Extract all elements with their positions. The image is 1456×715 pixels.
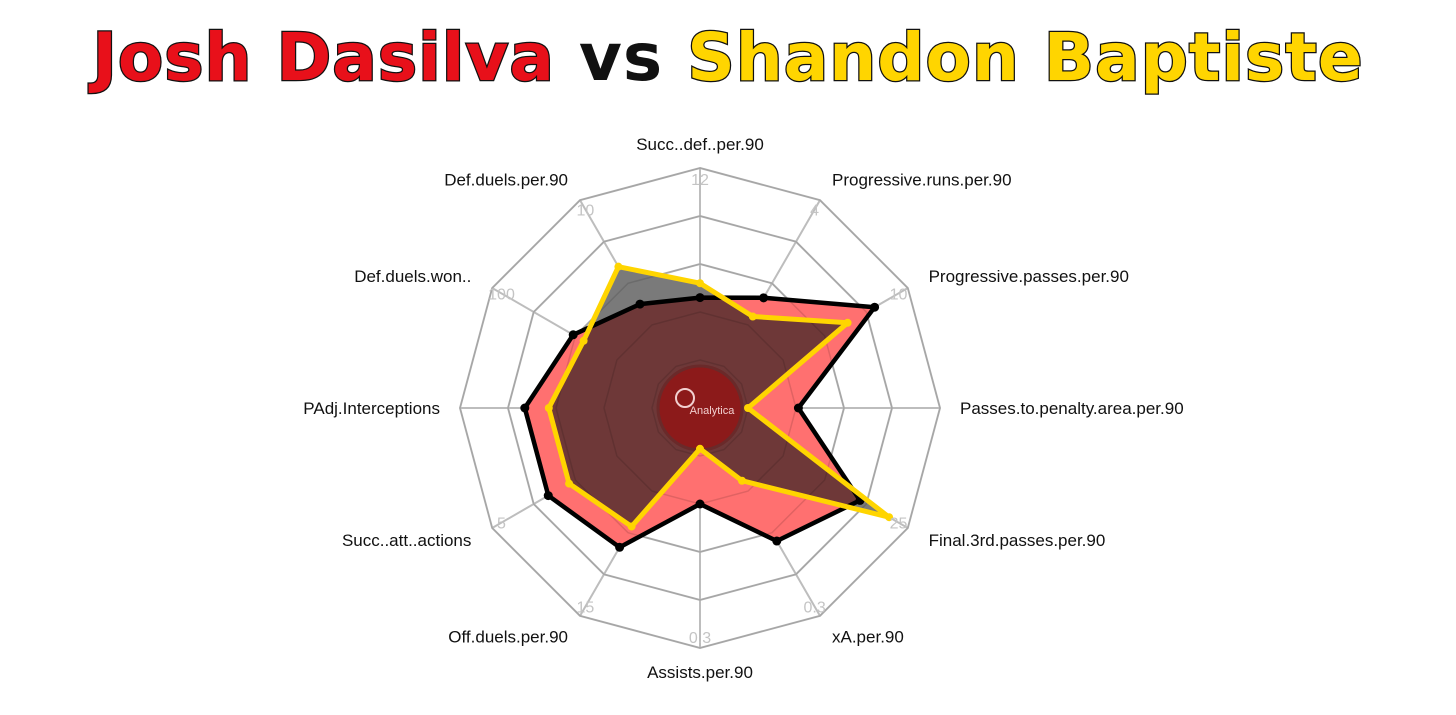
axis-label: Progressive.runs.per.90 (832, 170, 1012, 189)
data-point-dasilva (520, 403, 530, 413)
tick-label: 10 (890, 286, 908, 303)
analytica-logo: Analytica (656, 364, 744, 452)
tick-label: 5 (497, 516, 506, 533)
data-point-baptiste (843, 318, 852, 327)
data-point-dasilva (568, 330, 578, 340)
axis-label: Assists.per.90 (647, 663, 753, 682)
data-point-baptiste (885, 513, 894, 522)
axis-label: PAdj.Interceptions (303, 399, 440, 418)
data-point-baptiste (748, 312, 757, 321)
data-point-dasilva (793, 403, 803, 413)
data-point-dasilva (759, 293, 769, 303)
logo-text: Analytica (690, 405, 736, 417)
tick-label: 0.3 (803, 599, 825, 616)
data-point-baptiste (627, 522, 636, 531)
player2-name: Shandon Baptiste (686, 18, 1364, 98)
tick-label: 15 (577, 599, 595, 616)
tick-label: 0.3 (689, 630, 711, 647)
tick-label: 12 (691, 172, 709, 189)
axis-label: Succ..def..per.90 (636, 135, 764, 154)
data-point-dasilva (870, 302, 880, 312)
data-point-dasilva (695, 499, 705, 509)
tick-label: 4 (810, 203, 819, 220)
axis-labels: Succ..def..per.90 Progressive.runs.per.90… (303, 135, 1183, 682)
chart-title: Josh Dasilva vs Shandon Baptiste (0, 18, 1456, 98)
data-point-baptiste (744, 404, 752, 412)
axis-label: Def.duels.won.. (354, 267, 471, 286)
data-point-dasilva (615, 542, 625, 552)
vs-label: vs (578, 19, 664, 96)
data-point-baptiste (696, 444, 704, 453)
player1-name: Josh Dasilva (91, 18, 555, 98)
axis-label: Final.3rd.passes.per.90 (929, 531, 1106, 550)
data-point-dasilva (695, 293, 705, 303)
data-point-dasilva (772, 536, 782, 546)
data-point-baptiste (614, 262, 623, 271)
axis-label: Progressive.passes.per.90 (929, 267, 1129, 286)
data-point-dasilva (543, 491, 553, 501)
data-point-baptiste (696, 279, 704, 288)
grid-ring-overlay (651, 359, 749, 457)
data-point-baptiste (579, 336, 588, 345)
axis-label: xA.per.90 (832, 628, 904, 647)
data-point-baptiste (565, 479, 574, 488)
tick-labels: 12 4 10 25 0.3 0.3 15 5 100 10 (488, 172, 907, 647)
grid-ring-overlay (507, 215, 893, 601)
tick-label: 10 (577, 203, 595, 220)
axis-label: Off.duels.per.90 (448, 628, 568, 647)
tick-label: 100 (488, 286, 515, 303)
bee-icon (675, 388, 695, 408)
axis-label: Def.duels.per.90 (444, 170, 568, 189)
data-point-baptiste (544, 404, 553, 412)
radar-lines (520, 262, 894, 552)
data-point-dasilva (635, 299, 645, 309)
grid-ring-overlay (459, 167, 941, 649)
axis-label: Passes.to.penalty.area.per.90 (960, 399, 1184, 418)
data-point-baptiste (738, 476, 746, 485)
tick-label: 25 (890, 516, 908, 533)
axis-label: Succ..att..actions (342, 531, 471, 550)
